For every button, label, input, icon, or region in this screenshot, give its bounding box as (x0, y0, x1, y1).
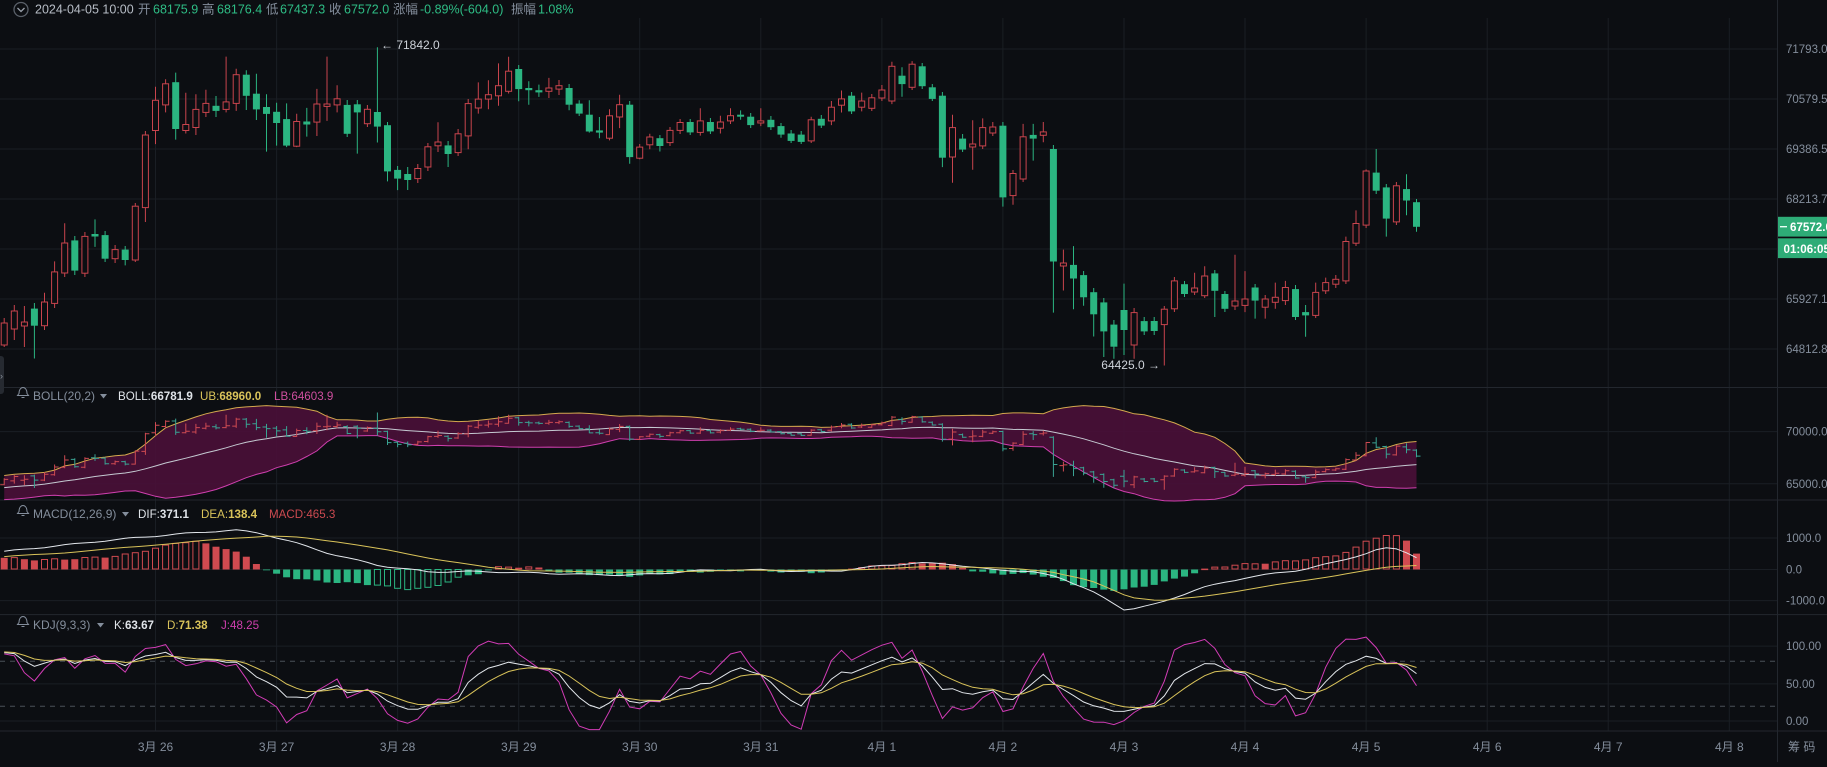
svg-text:1.08%: 1.08% (538, 3, 573, 17)
svg-text:4月 5: 4月 5 (1352, 740, 1381, 754)
svg-text:KDJ(9,3,3): KDJ(9,3,3) (33, 618, 90, 632)
svg-text:65927.1: 65927.1 (1786, 294, 1827, 306)
svg-text:1000.0: 1000.0 (1786, 533, 1821, 545)
svg-text:UB:68960.0: UB:68960.0 (200, 390, 261, 403)
svg-text:4月 1: 4月 1 (868, 740, 897, 754)
svg-text:50.00: 50.00 (1786, 679, 1815, 691)
svg-text:68175.9: 68175.9 (153, 3, 198, 17)
svg-text:K:63.67: K:63.67 (114, 619, 154, 632)
svg-text:›: › (0, 371, 3, 381)
svg-text:4月 2: 4月 2 (989, 740, 1018, 754)
svg-text:65000.0: 65000.0 (1786, 479, 1827, 491)
svg-text:70000.0: 70000.0 (1786, 427, 1827, 439)
svg-text:MACD(12,26,9): MACD(12,26,9) (33, 507, 116, 521)
svg-text:4月 3: 4月 3 (1110, 740, 1139, 754)
svg-text:← 71842.0: ← 71842.0 (381, 38, 440, 52)
svg-text:0.0: 0.0 (1786, 565, 1802, 577)
svg-text:64425.0 →: 64425.0 → (1101, 358, 1160, 372)
svg-text:D:71.38: D:71.38 (167, 619, 208, 632)
svg-text:4月 8: 4月 8 (1715, 740, 1744, 754)
svg-text:67572.0: 67572.0 (1790, 221, 1827, 234)
svg-text:收: 收 (329, 3, 342, 17)
svg-text:BOLL:66781.9: BOLL:66781.9 (118, 390, 193, 403)
svg-text:低: 低 (266, 3, 279, 17)
svg-text:DIF:371.1: DIF:371.1 (138, 508, 189, 521)
svg-text:J:48.25: J:48.25 (221, 619, 259, 632)
svg-text:4月 7: 4月 7 (1594, 740, 1623, 754)
svg-text:71793.0: 71793.0 (1786, 44, 1827, 56)
svg-text:67572.0: 67572.0 (344, 3, 389, 17)
svg-text:2024-04-05 10:00: 2024-04-05 10:00 (35, 3, 134, 17)
svg-text:涨幅: 涨幅 (393, 2, 418, 17)
svg-text:3月 28: 3月 28 (380, 740, 416, 754)
svg-text:3月 29: 3月 29 (501, 740, 537, 754)
svg-text:68213.7: 68213.7 (1786, 194, 1827, 206)
svg-text:68176.4: 68176.4 (217, 3, 262, 17)
svg-text:高: 高 (202, 2, 215, 17)
svg-text:-0.89%(-604.0): -0.89%(-604.0) (420, 3, 503, 17)
svg-text:开: 开 (138, 3, 151, 17)
svg-text:BOLL(20,2): BOLL(20,2) (33, 389, 95, 403)
svg-text:64812.8: 64812.8 (1786, 344, 1827, 356)
svg-text:69386.5: 69386.5 (1786, 144, 1827, 156)
svg-text:3月 27: 3月 27 (259, 740, 295, 754)
svg-text:-1000.0: -1000.0 (1786, 596, 1825, 608)
svg-text:3月 31: 3月 31 (743, 740, 779, 754)
svg-text:筹 码: 筹 码 (1788, 740, 1815, 754)
svg-text:01:06:05: 01:06:05 (1784, 243, 1827, 256)
svg-text:DEA:138.4: DEA:138.4 (201, 508, 258, 521)
svg-text:MACD:465.3: MACD:465.3 (269, 508, 335, 521)
svg-text:LB:64603.9: LB:64603.9 (274, 390, 333, 403)
svg-text:4月 6: 4月 6 (1473, 740, 1502, 754)
svg-text:67437.3: 67437.3 (280, 3, 325, 17)
svg-text:3月 26: 3月 26 (138, 740, 174, 754)
svg-text:振幅: 振幅 (511, 2, 536, 17)
svg-text:100.00: 100.00 (1786, 641, 1821, 653)
svg-text:3月 30: 3月 30 (622, 740, 658, 754)
svg-text:0.00: 0.00 (1786, 716, 1808, 728)
svg-text:70579.5: 70579.5 (1786, 94, 1827, 106)
svg-text:4月 4: 4月 4 (1231, 740, 1260, 754)
